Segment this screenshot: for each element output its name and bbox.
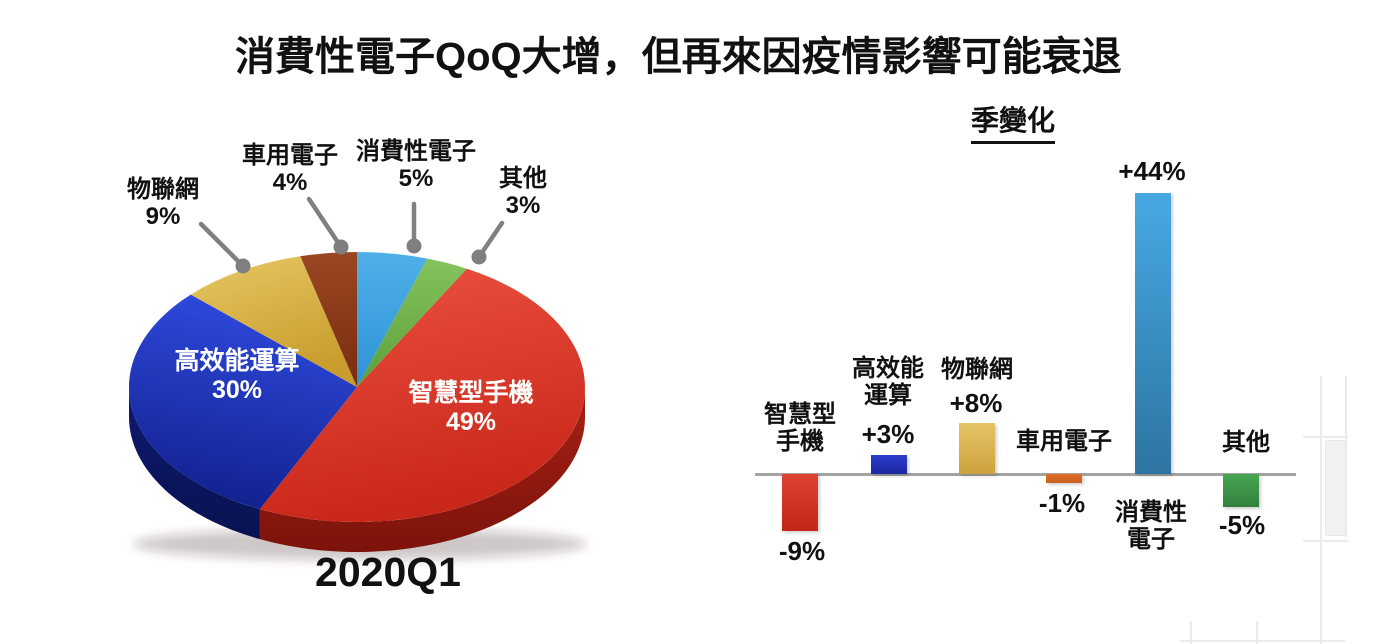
- pie-slice-iot: [190, 256, 357, 387]
- bar-chart-zero-axis: [755, 473, 1296, 476]
- bar-value-automotive: -1%: [1038, 488, 1086, 518]
- pie-slice-others: [357, 258, 467, 387]
- leader-dot-iot: [235, 258, 251, 274]
- leader-line-iot: [198, 221, 246, 269]
- edge-artifact-hline-3: [1180, 640, 1345, 642]
- pie-callout-automotive: 車用電子 4%: [242, 142, 338, 196]
- pie-inner-label-hpc: 高效能運算 30%: [174, 347, 299, 405]
- pie-inner-label-smartphone: 智慧型手機 49%: [408, 379, 533, 437]
- pie-slice-hpc: [129, 294, 357, 510]
- bar-value-consumer: +44%: [1118, 156, 1186, 186]
- pie-callout-consumer: 消費性電子 5%: [356, 138, 476, 192]
- bar-chart-title: 季變化: [970, 99, 1056, 144]
- pie-inner-hpc-label: 高效能運算: [174, 347, 300, 375]
- bar-label-iot-line1: 物聯網: [941, 356, 1013, 383]
- bar-label-automotive: 車用電子: [1016, 428, 1112, 455]
- bar-others: [1223, 474, 1259, 507]
- pie-slice-consumer-electronics: [357, 252, 428, 387]
- edge-artifact-cell: [1325, 440, 1346, 536]
- bar-value-iot: +8%: [949, 388, 1003, 418]
- pie-callout-automotive-label: 車用電子: [242, 142, 338, 169]
- leader-dot-others: [471, 249, 487, 265]
- bar-label-hpc-line1: 高效能: [852, 355, 924, 382]
- pie-callout-automotive-value: 4%: [272, 169, 308, 196]
- edge-artifact-vline-2: [1345, 376, 1347, 537]
- edge-artifact-vline-1: [1320, 376, 1322, 644]
- pie-callout-others: 其他 3%: [499, 165, 547, 219]
- bar-value-smartphone: -9%: [778, 536, 826, 566]
- pie-inner-smartphone-label: 智慧型手機: [408, 379, 534, 407]
- bar-label-smartphone-line1: 智慧型: [764, 401, 836, 428]
- pie-inner-smartphone-value: 49%: [445, 408, 497, 436]
- slide-title: 消費性電子QoQ大增，但再來因疫情影響可能衰退: [235, 35, 1122, 79]
- bar-label-hpc-line2: 運算: [864, 382, 912, 409]
- bar-label-consumer-line2: 電子: [1127, 526, 1175, 553]
- pie-inner-hpc-value: 30%: [211, 376, 263, 404]
- leader-dot-automotive: [333, 239, 349, 255]
- pie-callout-others-label: 其他: [499, 165, 547, 192]
- pie-caption: 2020Q1: [315, 549, 461, 595]
- pie-callout-consumer-label: 消費性電子: [356, 138, 476, 165]
- bar-label-consumer-line1: 消費性: [1115, 499, 1187, 526]
- pie-side-hpc: [129, 387, 260, 540]
- leader-dot-consumer: [406, 238, 422, 254]
- edge-artifact-vline-4: [1256, 621, 1258, 644]
- bar-label-smartphone-line2: 手機: [776, 428, 824, 455]
- bar-value-hpc: +3%: [861, 419, 915, 449]
- bar-label-smartphone: 智慧型 手機: [764, 401, 836, 455]
- pie-callout-consumer-value: 5%: [398, 165, 434, 192]
- pie-chart-3d: [129, 196, 586, 560]
- pie-slice-automotive: [300, 252, 357, 387]
- bar-hpc: [871, 455, 907, 474]
- edge-artifact-hline-2: [1303, 540, 1348, 542]
- bar-label-hpc: 高效能 運算: [852, 355, 924, 409]
- edge-artifact-vline-3: [1190, 621, 1192, 644]
- bar-automotive: [1046, 474, 1082, 483]
- bar-label-others-line1: 其他: [1222, 429, 1270, 456]
- leader-line-automotive: [306, 196, 344, 250]
- bar-iot: [959, 423, 995, 474]
- pie-callout-iot-label: 物聯網: [127, 176, 199, 203]
- pie-callout-iot-value: 9%: [145, 203, 181, 230]
- bar-label-others: 其他: [1222, 429, 1270, 456]
- bar-value-others: -5%: [1218, 510, 1266, 540]
- pie-slice-smartphone: [259, 268, 585, 522]
- bar-smartphone: [782, 474, 818, 531]
- pie-callout-others-value: 3%: [505, 192, 541, 219]
- bar-consumer-electronics: [1135, 193, 1171, 474]
- edge-artifact-hline-1: [1303, 436, 1348, 438]
- pie-callout-iot: 物聯網 9%: [127, 176, 199, 230]
- bar-label-automotive-line1: 車用電子: [1016, 428, 1112, 455]
- pie-side-smartphone: [259, 387, 585, 552]
- pie-leader-dots: [235, 238, 487, 274]
- bar-label-iot: 物聯網: [941, 356, 1013, 383]
- bar-label-consumer: 消費性 電子: [1115, 499, 1187, 553]
